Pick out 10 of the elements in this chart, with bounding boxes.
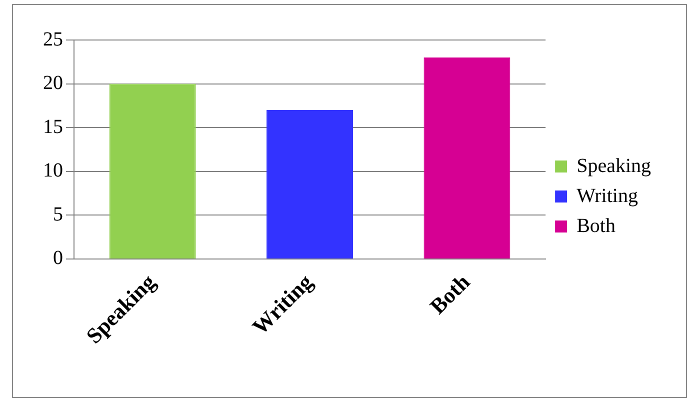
x-tick-label: Both [424, 269, 475, 319]
y-tick-label: 5 [53, 203, 63, 226]
legend-label: Both [576, 214, 616, 237]
y-tick-label: 25 [43, 28, 63, 50]
y-tick-label: 10 [43, 160, 63, 182]
y-tick-label: 0 [53, 247, 63, 270]
legend-label: Speaking [576, 154, 652, 177]
legend-label: Writing [576, 184, 638, 207]
y-tick-label: 20 [43, 72, 63, 94]
y-tick-label: 15 [43, 116, 63, 138]
